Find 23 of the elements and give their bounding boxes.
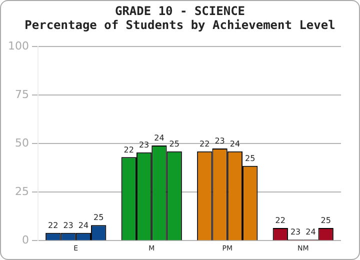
text: 25 <box>320 216 331 226</box>
y-tick-label: 0 <box>22 233 29 246</box>
y-tick-label: 75 <box>14 88 29 101</box>
series-label: 22 <box>48 220 58 230</box>
text: 23 <box>63 220 74 230</box>
text: 24 <box>154 134 164 143</box>
y-tick-label: 50 <box>14 136 29 150</box>
text: 24 <box>78 220 89 230</box>
y-tick-label: 25 <box>14 184 29 198</box>
series-label: 25 <box>245 154 256 163</box>
chart-title: GRADE 10 - SCIENCE <box>114 4 246 18</box>
chart-subtitle: Percentage of Students by Achievement Level <box>24 18 336 32</box>
text: 22 <box>275 216 286 226</box>
text: 25 <box>169 139 180 148</box>
text: 22 <box>200 139 210 148</box>
text: 23 <box>214 136 225 146</box>
text: 23 <box>138 140 150 150</box>
text: 22 <box>124 145 134 154</box>
series-label: 24 <box>306 228 316 237</box>
text: 24 <box>230 139 240 148</box>
text: 25 <box>94 213 104 222</box>
y-tick-label: 100 <box>8 39 29 52</box>
series-label: 23 <box>290 228 301 237</box>
